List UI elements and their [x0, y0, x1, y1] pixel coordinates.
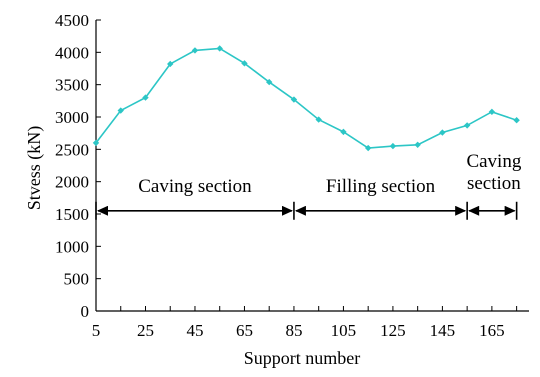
data-point — [167, 60, 174, 68]
data-point — [142, 94, 149, 101]
data-point — [488, 108, 496, 116]
y-tick-label: 1500 — [55, 205, 89, 224]
data-series — [92, 45, 520, 152]
data-point — [266, 78, 273, 86]
data-point — [216, 45, 223, 52]
y-tick-label: 1000 — [55, 237, 89, 256]
x-tick-label: 5 — [92, 321, 101, 340]
data-point — [364, 144, 372, 152]
x-tick-label: 25 — [137, 321, 154, 340]
axes: 0 500 1000 1500 2000 2500 3000 3500 4000 4500 5 25 4… — [55, 11, 529, 340]
y-tick-label: 0 — [81, 302, 90, 321]
x-tick-label: 125 — [380, 321, 406, 340]
x-tick-label: 65 — [236, 321, 253, 340]
data-point — [439, 129, 446, 136]
y-axis-title: Stvess (kN) — [24, 126, 45, 211]
x-tick-label: 105 — [331, 321, 357, 340]
x-tick-label: 85 — [285, 321, 302, 340]
data-point — [241, 60, 248, 67]
y-tick-label: 3500 — [55, 76, 89, 95]
section-annotations: Caving section Filling section Cavingsecti… — [95, 151, 522, 220]
x-tick-label: 45 — [186, 321, 203, 340]
data-point — [513, 117, 520, 124]
data-point — [414, 141, 421, 149]
series-line — [95, 47, 517, 149]
y-tick-label: 2500 — [55, 140, 89, 159]
y-tick-label: 3000 — [55, 108, 89, 127]
y-tick-label: 4000 — [55, 43, 89, 62]
section-label: section — [467, 173, 521, 194]
x-axis-title: Support number — [244, 348, 361, 368]
data-point — [340, 128, 347, 136]
section-label: Caving section — [138, 176, 252, 197]
data-point — [389, 142, 397, 150]
data-point — [315, 116, 322, 123]
data-point — [92, 139, 100, 147]
data-point — [117, 107, 124, 114]
y-tick-label: 2000 — [55, 173, 89, 192]
data-point — [191, 47, 199, 54]
data-point — [290, 96, 298, 103]
section-label: Caving — [466, 151, 521, 172]
x-tick-label: 145 — [430, 321, 456, 340]
x-tick-label: 165 — [479, 321, 505, 340]
section-label: Filling section — [326, 176, 436, 197]
y-tick-label: 500 — [64, 270, 90, 289]
y-tick-label: 4500 — [55, 11, 89, 30]
data-point — [463, 122, 471, 129]
